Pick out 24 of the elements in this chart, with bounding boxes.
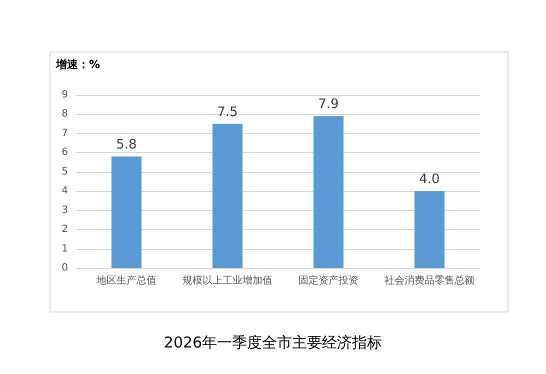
data-label: 4.0 [419, 172, 440, 188]
text: 2026年一季度全市主要经济指标 [164, 334, 382, 352]
y-tick-label: 5 [62, 166, 68, 178]
data-label: 7.5 [217, 104, 238, 120]
x-tick-label: 固定资产投资 [298, 274, 358, 286]
y-tick-label: 3 [62, 204, 68, 216]
x-tick-label: 地区生产总值 [96, 274, 156, 286]
data-label: 7.9 [318, 97, 339, 112]
y-tick-label: 1 [62, 243, 68, 254]
x-tick-label: 规模以上工业增加值 [182, 274, 272, 286]
y-tick-label: 6 [62, 147, 68, 158]
y-tick-label: 9 [62, 90, 68, 100]
bar [212, 124, 242, 268]
y-tick-label: 2 [62, 224, 68, 236]
bar [112, 156, 142, 268]
y-tick-label: 7 [62, 128, 68, 139]
bar [314, 116, 344, 268]
y-axis-title: 增速：% [55, 58, 100, 71]
data-label: 5.8 [116, 138, 137, 153]
y-tick-label: 4 [62, 186, 68, 197]
y-tick-label: 8 [62, 108, 68, 120]
x-tick-label: 社会消费品零售总额 [384, 274, 474, 286]
bar [414, 191, 444, 268]
y-tick-label: 0 [62, 262, 68, 274]
